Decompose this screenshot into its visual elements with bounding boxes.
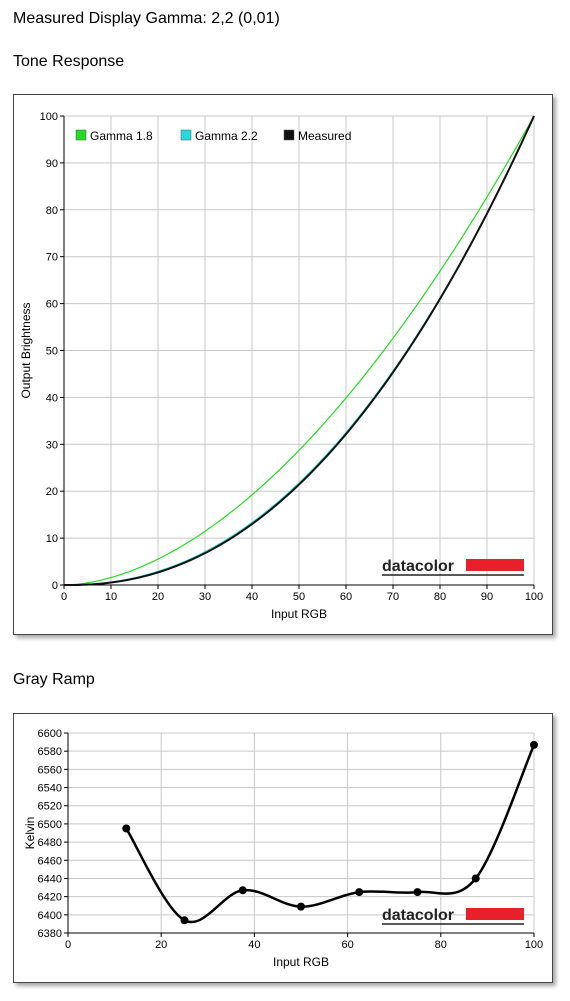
legend-swatch bbox=[283, 129, 295, 141]
kelvin-point bbox=[180, 916, 189, 925]
y-tick-label: 100 bbox=[40, 111, 58, 123]
kelvin-point bbox=[122, 824, 131, 833]
x-axis-title: Input RGB bbox=[271, 607, 327, 621]
y-tick-label: 40 bbox=[46, 392, 58, 404]
x-tick-label: 70 bbox=[387, 591, 399, 603]
y-tick-label: 6560 bbox=[38, 764, 62, 776]
y-tick-label: 60 bbox=[46, 299, 58, 311]
x-tick-label: 60 bbox=[340, 591, 352, 603]
y-tick-label: 6400 bbox=[38, 910, 62, 922]
series-line-measured bbox=[64, 115, 535, 586]
x-tick-label: 100 bbox=[525, 939, 543, 951]
y-tick-label: 6380 bbox=[38, 928, 62, 940]
y-tick-label: 6500 bbox=[38, 819, 62, 831]
x-tick-label: 30 bbox=[199, 591, 211, 603]
measured-gamma-label: Measured Display Gamma: 2,2 (0,01) bbox=[13, 10, 280, 27]
y-tick-label: 6520 bbox=[38, 801, 62, 813]
kelvin-point bbox=[471, 874, 480, 883]
y-tick-label: 6580 bbox=[38, 746, 62, 758]
datacolor-logo-text: datacolor bbox=[382, 558, 454, 575]
x-tick-label: 100 bbox=[525, 591, 543, 603]
legend-label: Gamma 2.2 bbox=[195, 129, 258, 143]
y-axis-title: Kelvin bbox=[23, 817, 37, 850]
x-tick-label: 40 bbox=[248, 939, 260, 951]
kelvin-point bbox=[355, 888, 364, 897]
y-tick-label: 50 bbox=[46, 346, 58, 358]
x-tick-label: 10 bbox=[105, 591, 117, 603]
series-line-gamma-1-8 bbox=[63, 115, 535, 586]
gray-ramp-chart: 0 20 40 60 80 100 6380 6400 6420 6440 6460 6480 6500… bbox=[23, 728, 543, 969]
y-tick-label: 80 bbox=[46, 205, 58, 217]
kelvin-point bbox=[297, 902, 305, 911]
datacolor-logo-text: datacolor bbox=[382, 907, 454, 924]
tone-response-chart: 0 10 20 30 40 50 60 70 80 90 100 0 10 20 30 40 50 60 70 80 9… bbox=[19, 111, 543, 621]
datacolor-logo-bar bbox=[466, 908, 524, 920]
y-tick-label: 20 bbox=[46, 486, 58, 498]
gray-ramp-panel: 0 20 40 60 80 100 6380 6400 6420 6440 6460 6480 6500… bbox=[13, 713, 553, 983]
legend-label: Measured bbox=[298, 129, 351, 143]
x-tick-label: 40 bbox=[246, 591, 258, 603]
y-tick-label: 6600 bbox=[38, 728, 62, 740]
y-tick-label: 0 bbox=[52, 580, 58, 592]
kelvin-point bbox=[413, 888, 422, 897]
y-tick-label: 6440 bbox=[38, 873, 62, 885]
x-tick-label: 80 bbox=[435, 939, 447, 951]
y-tick-label: 90 bbox=[46, 158, 58, 170]
y-tick-label: 30 bbox=[46, 439, 58, 451]
x-axis-title: Input RGB bbox=[273, 955, 329, 969]
y-tick-label: 10 bbox=[46, 533, 58, 545]
legend-label: Gamma 1.8 bbox=[90, 129, 153, 143]
kelvin-curve bbox=[125, 744, 536, 924]
y-tick-label: 6460 bbox=[38, 855, 62, 867]
kelvin-point bbox=[530, 740, 538, 749]
tone-response-panel: 0 10 20 30 40 50 60 70 80 90 100 0 10 20 30 40 50 60 70 80 9… bbox=[13, 94, 553, 635]
x-tick-label: 0 bbox=[65, 939, 71, 951]
y-tick-label: 6480 bbox=[38, 837, 62, 849]
x-tick-label: 20 bbox=[155, 939, 167, 951]
x-tick-label: 20 bbox=[152, 591, 164, 603]
kelvin-point bbox=[238, 886, 247, 895]
gray-ramp-title: Gray Ramp bbox=[13, 671, 95, 688]
y-tick-label: 6540 bbox=[38, 783, 62, 795]
x-tick-label: 80 bbox=[434, 591, 446, 603]
x-tick-label: 50 bbox=[293, 591, 305, 603]
y-axis-title: Output Brightness bbox=[19, 302, 33, 398]
legend-swatch bbox=[75, 129, 87, 141]
y-tick-label: 6420 bbox=[38, 892, 62, 904]
datacolor-logo-bar bbox=[466, 559, 524, 571]
y-tick-label: 70 bbox=[46, 252, 58, 264]
x-tick-label: 0 bbox=[61, 591, 67, 603]
x-tick-label: 90 bbox=[481, 591, 493, 603]
tone-response-title: Tone Response bbox=[13, 53, 125, 70]
x-tick-label: 60 bbox=[341, 939, 353, 951]
legend-swatch bbox=[180, 129, 192, 141]
